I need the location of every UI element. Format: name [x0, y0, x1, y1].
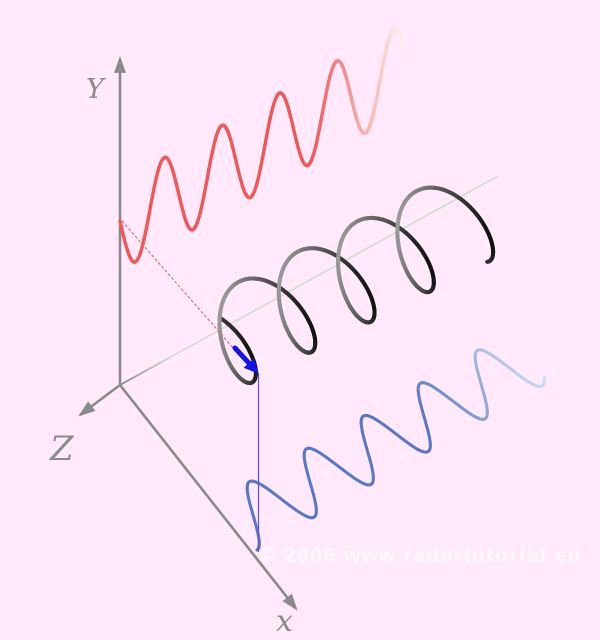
- red-projection-line: [121, 220, 236, 351]
- projection-markers: [121, 220, 260, 552]
- x-axis-line: [118, 384, 292, 602]
- red-wave-vertical-component: [118, 26, 407, 264]
- y-axis-label: Y: [86, 74, 106, 105]
- watermark-text: © 2006 www.radartutorial.eu: [260, 545, 583, 567]
- x-axis-label: x: [276, 604, 293, 639]
- propagation-axis-line: [119, 175, 499, 386]
- helix-rotating-field: [217, 185, 496, 385]
- e-vector-arrow: [232, 345, 259, 374]
- blue-wave-horizontal-component: [245, 348, 546, 552]
- z-axis-label: Z: [49, 429, 75, 469]
